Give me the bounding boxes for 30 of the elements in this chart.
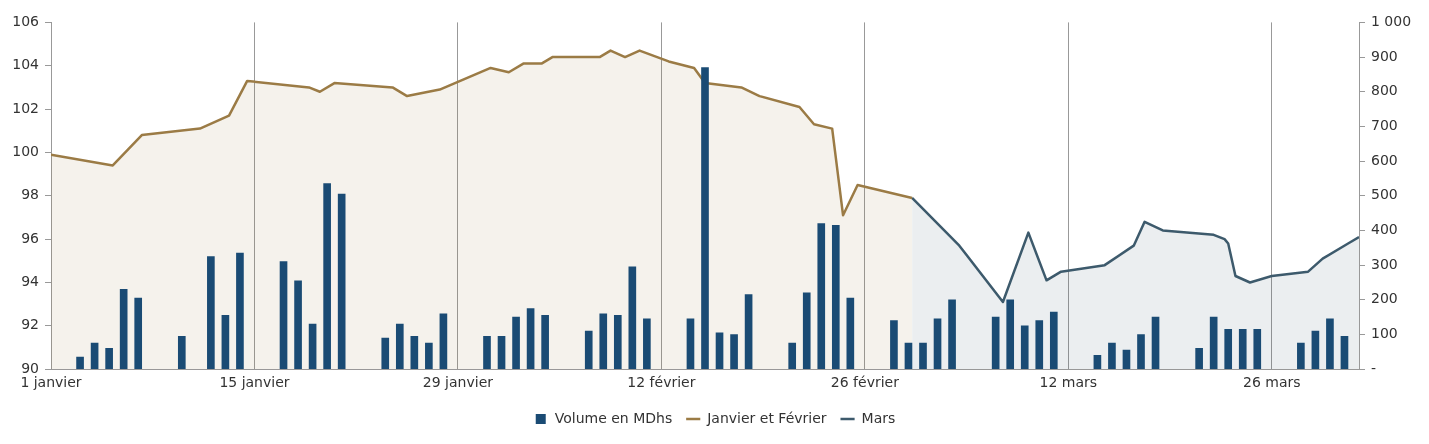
y2-tick-label: 700 bbox=[1371, 117, 1398, 134]
y-tick-label: 90 bbox=[21, 359, 39, 376]
y-tick-label: 92 bbox=[21, 316, 39, 333]
legend-label: Janvier et Février bbox=[706, 409, 827, 426]
y2-tick-label: - bbox=[1371, 359, 1377, 376]
legend-label: Mars bbox=[861, 409, 896, 426]
x-tick-label: 15 janvier bbox=[219, 374, 290, 391]
y2-tick-label: 600 bbox=[1371, 151, 1398, 168]
y2-tick-label: 400 bbox=[1371, 221, 1398, 238]
y2-tick-label: 900 bbox=[1371, 47, 1398, 64]
y-tick-label: 104 bbox=[12, 56, 40, 73]
x-tick-label: 1 janvier bbox=[20, 374, 82, 391]
x-tick-label: 26 mars bbox=[1243, 374, 1301, 391]
y-tick-label: 100 bbox=[12, 143, 39, 160]
y2-tick-label: 200 bbox=[1371, 290, 1398, 307]
x-tick-label: 26 février bbox=[830, 374, 900, 391]
y2-tick-label: 1 000 bbox=[1371, 13, 1412, 30]
y-tick-label: 94 bbox=[21, 273, 40, 290]
y-tick-label: 98 bbox=[21, 186, 39, 203]
x-tick-label: 12 février bbox=[627, 374, 696, 391]
y-tick-label: 106 bbox=[12, 13, 40, 30]
y2-tick-label: 500 bbox=[1371, 186, 1398, 203]
y-tick-label: 96 bbox=[21, 229, 40, 246]
y2-tick-label: 100 bbox=[1371, 325, 1398, 342]
x-tick-label: 12 mars bbox=[1039, 374, 1098, 391]
legend-label: Volume en MDhs bbox=[554, 409, 673, 426]
x-tick-label: 29 janvier bbox=[422, 374, 494, 391]
y2-tick-label: 800 bbox=[1371, 82, 1398, 99]
y2-tick-label: 300 bbox=[1371, 255, 1398, 272]
y-tick-label: 102 bbox=[12, 99, 39, 116]
